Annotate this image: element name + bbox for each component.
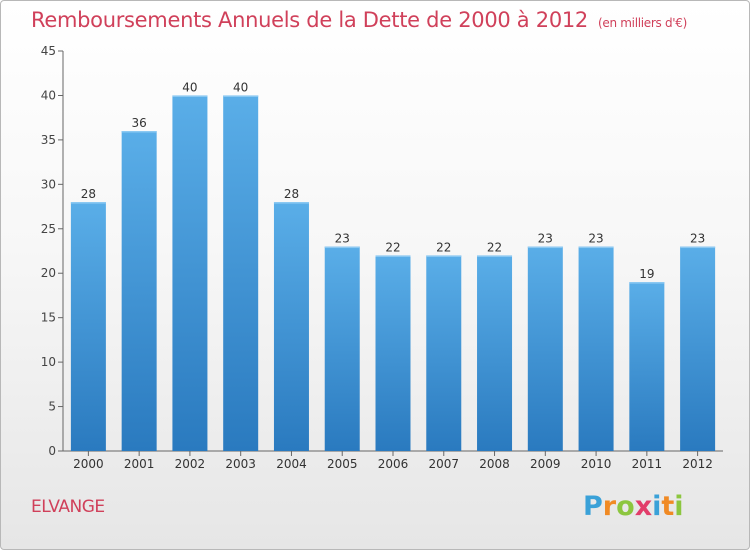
bar-top-edge — [375, 255, 411, 257]
bar — [375, 255, 411, 451]
bar-top-edge — [629, 282, 665, 284]
x-tick-label: 2011 — [632, 457, 663, 471]
bar-top-edge — [477, 255, 513, 257]
bar — [426, 255, 462, 451]
x-tick-label: 2000 — [73, 457, 104, 471]
bar — [527, 246, 563, 451]
y-tick-label: 35 — [41, 133, 56, 147]
bar-top-edge — [578, 246, 614, 249]
proxiti-logo: Proxiti — [583, 491, 684, 522]
y-tick-label: 20 — [41, 266, 56, 280]
bar — [70, 202, 106, 451]
bar-top-edge — [273, 202, 309, 204]
chart-bars — [70, 95, 716, 451]
y-tick-label: 40 — [41, 88, 56, 102]
x-tick-label: 2008 — [479, 457, 510, 471]
y-tick-label: 0 — [48, 444, 56, 458]
bar — [273, 202, 309, 451]
bar-data-label: 23 — [690, 232, 705, 246]
y-tick-label: 30 — [41, 177, 56, 191]
y-tick-label: 45 — [41, 44, 56, 58]
bar-data-label: 28 — [81, 187, 96, 201]
city-name: ELVANGE — [31, 497, 105, 517]
x-tick-label: 2006 — [378, 457, 409, 471]
x-tick-label: 2002 — [175, 457, 206, 471]
y-tick-label: 10 — [41, 355, 56, 369]
bar-top-edge — [426, 255, 462, 257]
bar-top-edge — [223, 95, 259, 97]
bar — [223, 95, 259, 451]
bar-data-label: 22 — [487, 240, 502, 254]
x-tick-label: 2012 — [682, 457, 713, 471]
bar — [324, 246, 360, 451]
y-tick-label: 15 — [41, 311, 56, 325]
chart-title: Remboursements Annuels de la Dette de 20… — [31, 8, 687, 32]
chart-title-text: Remboursements Annuels de la Dette de 20… — [31, 8, 588, 32]
bar — [121, 131, 157, 451]
bar — [477, 255, 513, 451]
bar-top-edge — [121, 131, 157, 133]
bar — [629, 282, 665, 451]
bar-data-label: 23 — [588, 232, 603, 246]
bar — [578, 246, 614, 451]
bar — [172, 95, 208, 451]
x-tick-label: 2010 — [581, 457, 612, 471]
bar-data-label: 36 — [132, 116, 147, 130]
bar-top-edge — [680, 246, 716, 249]
x-tick-label: 2003 — [225, 457, 256, 471]
x-tick-label: 2001 — [124, 457, 155, 471]
bar-data-label: 23 — [538, 232, 553, 246]
y-tick-label: 25 — [41, 222, 56, 236]
bar-top-edge — [172, 95, 208, 97]
x-tick-label: 2009 — [530, 457, 561, 471]
bar-data-label: 23 — [335, 232, 350, 246]
chart-data-labels: 28 36 40 40 28 23 22 22 22 23 23 19 23 — [81, 80, 706, 281]
chart-axes: 0 5 10 15 20 25 30 35 40 45 2000 2001 2002 2003 2004 20… — [41, 44, 723, 471]
bar-data-label: 22 — [385, 240, 400, 254]
chart-subtitle: (en milliers d'€) — [598, 16, 688, 30]
bar-top-edge — [324, 246, 360, 249]
bar-data-label: 28 — [284, 187, 299, 201]
bar-data-label: 19 — [639, 267, 654, 281]
bar-top-edge — [527, 246, 563, 249]
bar-data-label: 40 — [233, 80, 248, 94]
x-tick-label: 2005 — [327, 457, 358, 471]
bar-top-edge — [70, 202, 106, 204]
bar-data-label: 22 — [436, 240, 451, 254]
y-tick-label: 5 — [48, 400, 56, 414]
x-tick-label: 2007 — [428, 457, 459, 471]
x-tick-label: 2004 — [276, 457, 307, 471]
bar — [680, 246, 716, 451]
bar-data-label: 40 — [182, 80, 197, 94]
